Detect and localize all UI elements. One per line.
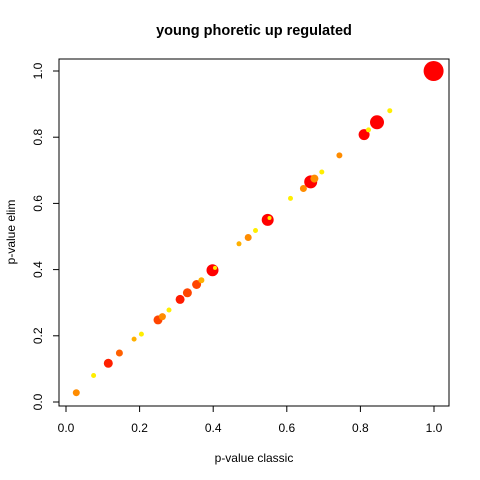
chart-title: young phoretic up regulated	[156, 23, 352, 39]
data-point	[261, 213, 274, 226]
y-tick-label: 0.2	[31, 327, 45, 344]
data-point	[244, 234, 252, 241]
data-point	[182, 288, 192, 298]
data-point	[72, 389, 80, 397]
y-axis-label: p-value elim	[4, 200, 18, 265]
x-tick-label: 0.2	[131, 421, 148, 435]
y-tick-label: 0.4	[31, 261, 45, 278]
data-point	[370, 115, 384, 130]
data-point	[115, 349, 123, 357]
data-point	[175, 294, 185, 304]
data-point	[253, 228, 258, 233]
data-point	[158, 313, 166, 321]
data-point	[213, 265, 217, 270]
y-tick-label: 1.0	[31, 62, 45, 79]
x-tick-label: 0.4	[205, 421, 222, 435]
data-point	[91, 373, 97, 378]
data-point	[198, 277, 205, 284]
y-tick-label: 0.6	[31, 195, 45, 212]
data-point	[310, 174, 319, 183]
data-point	[288, 195, 293, 201]
data-point	[387, 108, 393, 114]
x-tick-label: 0.6	[278, 421, 295, 435]
data-point	[366, 127, 371, 133]
plot-marks	[72, 61, 444, 397]
data-point	[103, 358, 113, 368]
data-point	[358, 129, 370, 141]
data-point	[138, 331, 144, 337]
data-point	[236, 241, 242, 247]
y-axis: 0.0 0.2 0.4 0.6 0.8 1.0	[31, 62, 60, 410]
y-tick-label: 0.8	[31, 129, 45, 146]
data-point	[192, 280, 202, 289]
data-point	[267, 216, 272, 220]
data-point	[166, 307, 172, 313]
data-point	[299, 185, 307, 192]
data-point	[336, 152, 343, 159]
data-point	[131, 336, 137, 342]
data-point	[319, 169, 325, 175]
x-tick-label: 0.0	[58, 421, 75, 435]
data-point	[206, 264, 219, 277]
x-axis: 0.0 0.2 0.4 0.6 0.8 1.0	[58, 405, 443, 435]
y-tick-label: 0.0	[31, 393, 45, 410]
data-point	[423, 61, 444, 81]
x-axis-label: p-value classic	[215, 451, 294, 465]
x-tick-label: 1.0	[426, 421, 443, 435]
x-tick-label: 0.8	[352, 421, 369, 435]
